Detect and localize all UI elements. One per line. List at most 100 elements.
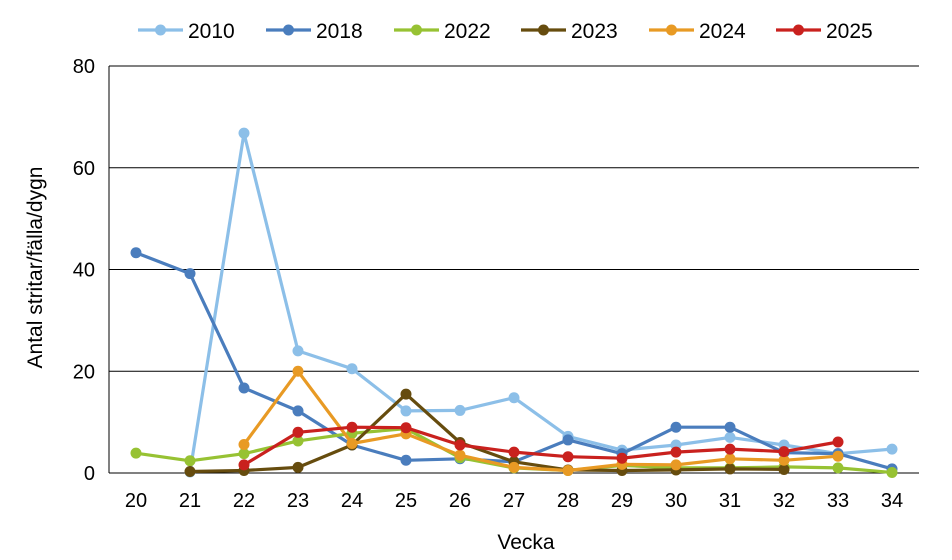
series-line [242, 369, 839, 473]
x-tick-label: 21 [179, 490, 201, 512]
x-tick-label: 34 [881, 490, 903, 512]
data-point [400, 388, 412, 400]
y-tick-label: 0 [84, 463, 95, 485]
series-line [189, 392, 785, 474]
data-point [724, 431, 736, 443]
y-tick-label: 40 [73, 260, 95, 282]
data-point [886, 466, 898, 478]
data-point [670, 459, 682, 471]
y-axis-title: Antal stritar/fälla/dygn [24, 167, 47, 369]
data-point [292, 461, 304, 473]
data-point [454, 404, 466, 416]
data-point [832, 462, 844, 474]
gridlines [109, 65, 919, 474]
data-point [346, 421, 358, 433]
y-tick-label: 80 [73, 56, 95, 78]
data-point [346, 437, 358, 449]
data-point [238, 382, 250, 394]
legend-label: 2024 [699, 20, 746, 43]
data-point [400, 422, 412, 434]
data-point [886, 443, 898, 455]
data-point [724, 421, 736, 433]
legend-swatch-marker [793, 24, 804, 36]
data-point [670, 421, 682, 433]
legend-swatch-marker [538, 24, 549, 36]
x-tick-label: 31 [719, 490, 741, 512]
series-line [188, 131, 893, 473]
x-tick-label: 25 [395, 490, 417, 512]
data-point [238, 439, 250, 451]
data-point [508, 461, 520, 473]
series-2025 [238, 421, 844, 471]
data-point [670, 446, 682, 458]
x-tick-label: 28 [557, 490, 579, 512]
y-tick-label: 20 [73, 361, 95, 383]
data-point [724, 463, 736, 475]
data-point [562, 434, 574, 446]
data-point [454, 439, 466, 451]
x-tick-labels: 20 21 22 23 24 25 26 27 28 29 30 31 32 33 34 [125, 490, 903, 512]
x-tick-label: 23 [287, 490, 309, 512]
data-point [562, 464, 574, 476]
data-point [400, 454, 412, 466]
data-point [184, 268, 196, 280]
legend-swatch-marker [155, 24, 166, 36]
x-tick-label: 33 [827, 490, 849, 512]
y-tick-label: 60 [73, 158, 95, 180]
data-point [292, 365, 304, 377]
data-point [778, 463, 790, 475]
legend-label: 2018 [316, 20, 363, 43]
data-point [130, 247, 142, 259]
data-point [238, 127, 250, 139]
data-point [400, 405, 412, 417]
data-point [184, 465, 196, 477]
legend-item: 2024 [649, 20, 746, 43]
x-tick-label: 22 [233, 490, 255, 512]
x-tick-label: 29 [611, 490, 633, 512]
legend-swatch-marker [283, 24, 294, 36]
legend: 2010 2018 2022 2023 2024 2025 [138, 20, 873, 43]
series-2024 [238, 365, 844, 476]
data-point [508, 446, 520, 458]
legend-item: 2010 [138, 20, 235, 43]
x-tick-label: 32 [773, 490, 795, 512]
legend-item: 2022 [394, 20, 491, 43]
legend-label: 2025 [826, 20, 873, 43]
data-point [238, 459, 250, 471]
data-point [508, 392, 520, 404]
data-point [454, 449, 466, 461]
x-tick-label: 30 [665, 490, 687, 512]
data-point [346, 363, 358, 375]
legend-label: 2023 [571, 20, 618, 43]
data-point [832, 450, 844, 462]
x-tick-label: 27 [503, 490, 525, 512]
data-point [724, 453, 736, 465]
x-tick-label: 20 [125, 490, 147, 512]
y-tick-labels: 0 20 40 60 80 [73, 56, 95, 485]
series-line [243, 425, 839, 467]
data-point [238, 448, 250, 460]
legend-item: 2018 [266, 20, 363, 43]
data-point [292, 435, 304, 447]
x-tick-label: 24 [341, 490, 363, 512]
legend-label: 2010 [188, 20, 235, 43]
legend-swatch-marker [666, 24, 677, 36]
data-point [292, 426, 304, 438]
legend-swatch-marker [411, 24, 422, 36]
x-tick-label: 26 [449, 490, 471, 512]
series-2010 [184, 127, 898, 478]
data-point [724, 443, 736, 455]
legend-item: 2023 [521, 20, 618, 43]
legend-label: 2022 [444, 20, 491, 43]
legend-item: 2025 [776, 20, 873, 43]
data-point [292, 405, 304, 417]
x-axis-title: Vecka [497, 531, 555, 554]
data-point [130, 447, 142, 459]
data-series [130, 127, 898, 478]
data-point [562, 451, 574, 463]
data-point [616, 452, 628, 464]
data-point [778, 454, 790, 466]
data-point [778, 446, 790, 458]
data-point [832, 436, 844, 448]
